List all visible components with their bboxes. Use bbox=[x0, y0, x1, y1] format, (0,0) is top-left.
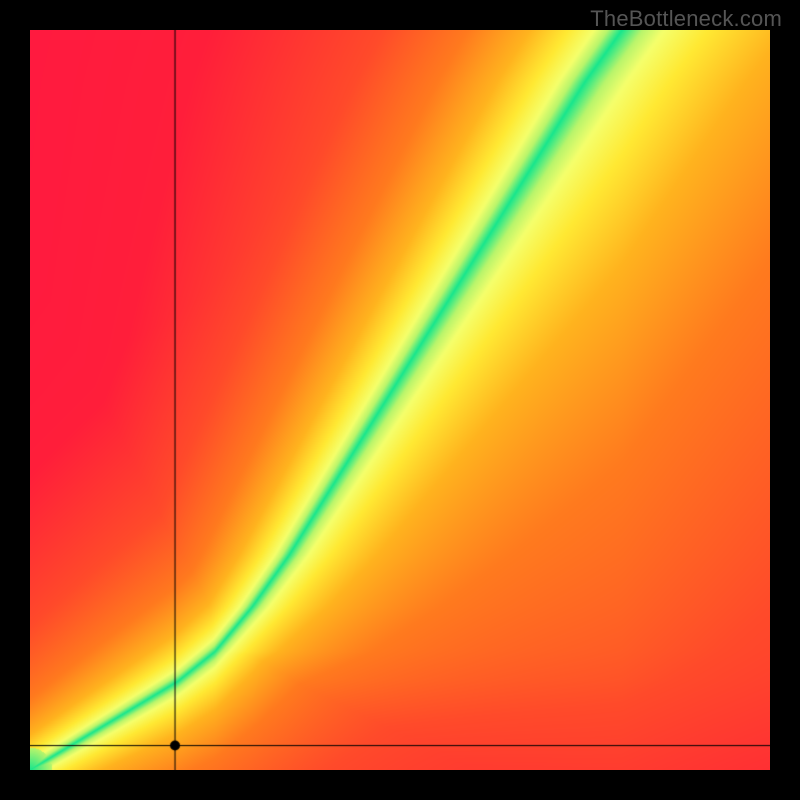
heatmap-canvas bbox=[30, 30, 770, 770]
watermark-text: TheBottleneck.com bbox=[590, 6, 782, 32]
bottleneck-heatmap bbox=[30, 30, 770, 770]
